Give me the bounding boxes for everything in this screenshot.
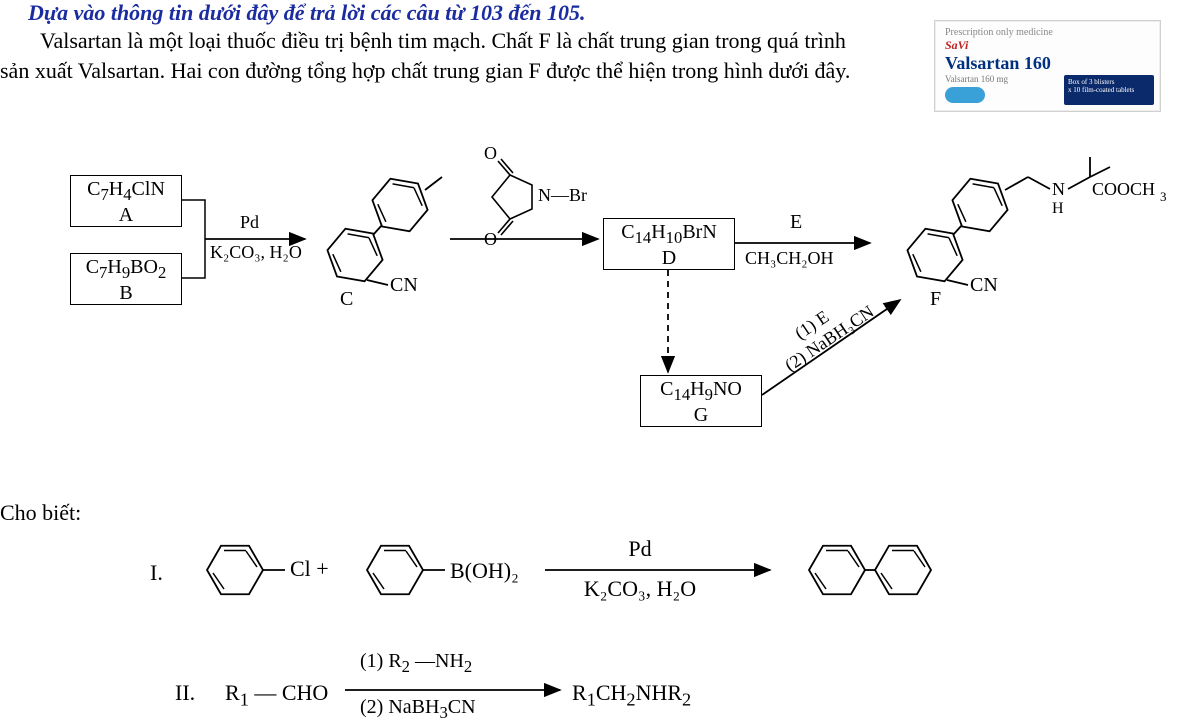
medicine-brand: SaVi [945,38,1160,53]
svg-text:B(OH)₂: B(OH)₂ [450,558,519,583]
label-d: D [604,247,734,270]
svg-text:Cl +: Cl + [290,556,329,581]
svg-text:COOCH: COOCH [1092,179,1155,199]
medicine-small-text: Prescription only medicine [945,27,1160,38]
intro-text: Valsartan là một loại thuốc điều trị bện… [0,28,850,83]
medicine-side-line2: x 10 film-coated tablets [1068,86,1154,94]
box-d: C14H10BrN D [603,218,735,270]
header-truncated-title: Dựa vào thông tin dưới đây để trả lời cá… [28,0,586,26]
ii-top: (1) R2 —NH2 [360,650,560,677]
svg-text:H: H [1052,200,1064,217]
label-e: E [790,211,802,233]
box-b: C7H9BO2 B [70,253,182,305]
svg-text:O: O [484,229,497,249]
label-c: C [340,288,353,310]
medicine-pill-icon [945,87,985,103]
medicine-side-panel: Box of 3 blisters x 10 film-coated table… [1064,75,1154,105]
ii-bottom: (2) NaBH3CN [360,696,560,723]
ii-right: R1CH2NHR2 [572,680,691,710]
formula-d: C14H10BrN [604,219,734,247]
roman-ii: II. [175,680,195,706]
svg-text:N: N [1052,179,1065,199]
reagent-pd-1: Pd [240,212,259,232]
medicine-name: Valsartan 160 [945,53,1160,74]
reagent-k2co3-1: K₂CO₃, H₂O [210,242,302,262]
svg-text:Pd: Pd [628,536,651,561]
known-rxn-ii: (1) R2 —NH2 (2) NaBH3CN [345,650,560,726]
n-br-label: N—Br [538,185,587,205]
svg-text:O: O [484,143,497,163]
svg-text:3: 3 [1160,189,1167,204]
box-a: C7H4ClN A [70,175,182,227]
nbs-structure: O O N—Br [484,143,587,249]
roman-i: I. [150,560,163,586]
svg-text:K₂CO₃, H₂O: K₂CO₃, H₂O [584,576,696,601]
label-g: G [641,404,761,427]
box-g: C14H9NO G [640,375,762,427]
label-a: A [71,204,181,227]
cn-label-f: CN [970,274,998,296]
cho-biet-label: Cho biết: [0,500,81,526]
compound-f: CN N H COOCH 3 [903,157,1166,296]
medicine-side-line1: Box of 3 blisters [1068,78,1154,86]
formula-b: C7H9BO2 [71,254,181,282]
ii-left: R1 — CHO [225,680,328,710]
g-to-f-step2: (2) NaBH₃CN [781,301,878,376]
intro-paragraph: Valsartan là một loại thuốc điều trị bện… [0,26,880,85]
label-b: B [71,282,181,305]
known-rxn-i: Cl + B(OH)₂ Pd K₂CO₃, H₂O [207,536,931,601]
cn-label-c: CN [390,274,418,296]
label-f: F [930,288,941,310]
formula-a: C7H4ClN [71,176,181,204]
reagent-etoh: CH₃CH₂OH [745,248,834,268]
medicine-box: Prescription only medicine SaVi Valsarta… [934,20,1161,112]
g-to-f-step1: (1) E [791,306,833,344]
compound-c: CN [323,176,442,296]
formula-g: C14H9NO [641,376,761,404]
